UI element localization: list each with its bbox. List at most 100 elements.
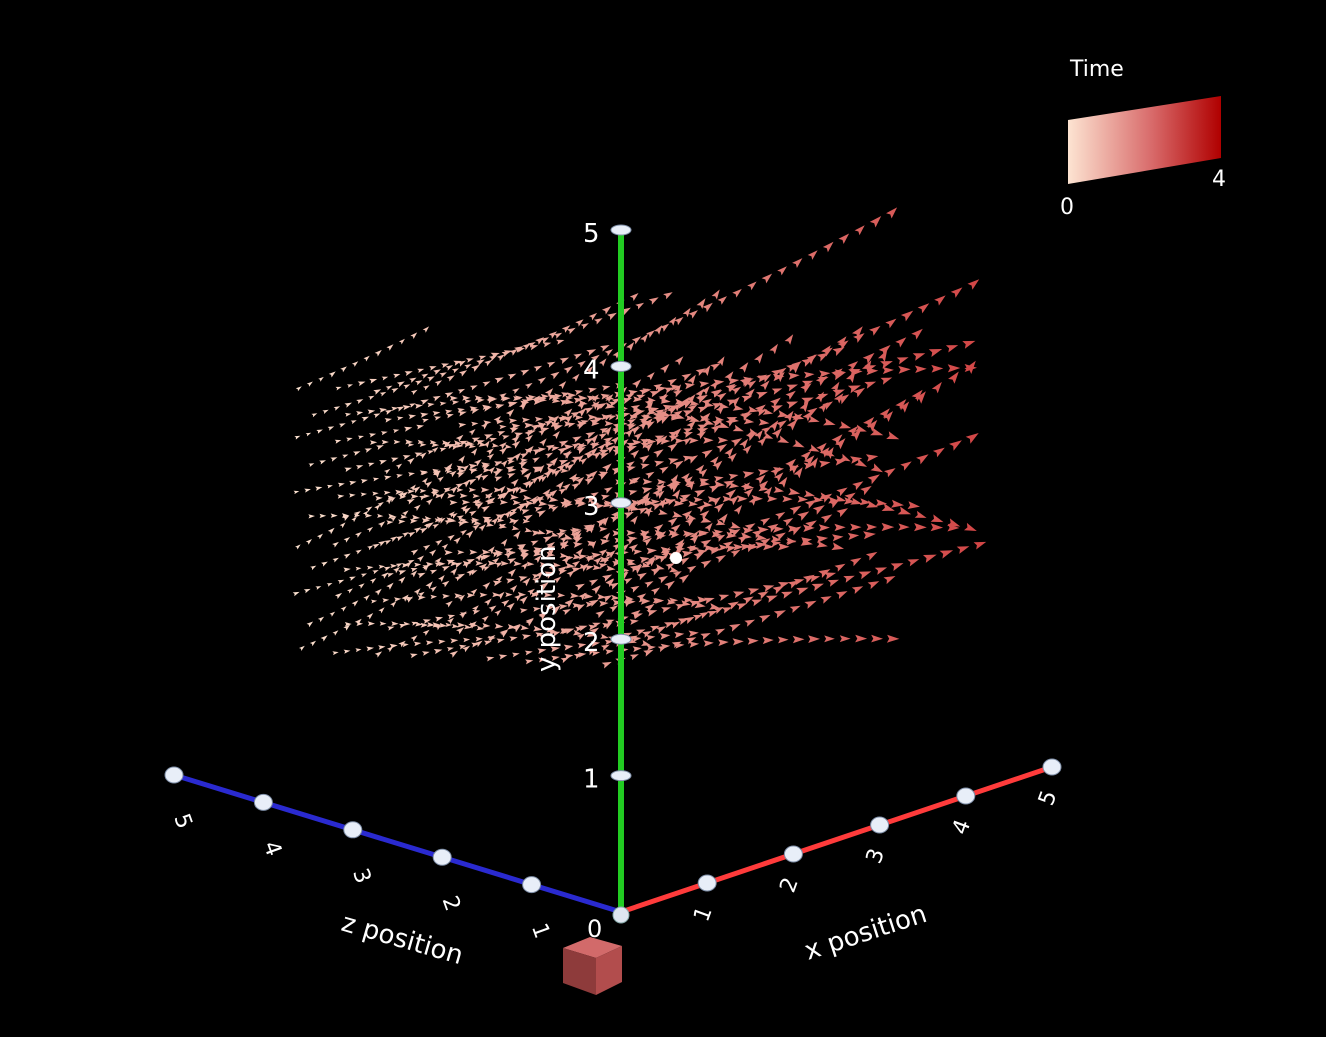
stream-arrow	[550, 506, 559, 513]
stream-arrow	[642, 631, 652, 638]
stream-arrow	[416, 424, 424, 430]
stream-arrow	[716, 392, 727, 401]
stream-arrow	[427, 402, 435, 408]
stream-arrow	[469, 385, 478, 391]
stream-arrow	[722, 541, 734, 550]
y-tick-1: 1	[583, 765, 632, 795]
stream-arrow	[646, 645, 656, 651]
stream-arrow	[737, 535, 748, 544]
stream-arrow	[655, 490, 665, 499]
stream-arrow	[293, 490, 300, 495]
stream-arrow	[538, 611, 548, 620]
stream-arrow	[725, 418, 736, 427]
stream-arrow	[518, 576, 528, 582]
z-tick-4: 4	[253, 793, 286, 860]
stream-arrow	[610, 436, 620, 445]
stream-arrow	[449, 470, 457, 478]
stream-arrow	[650, 587, 660, 596]
stream-arrow	[593, 417, 604, 424]
stream-arrow	[666, 480, 676, 491]
stream-arrow	[667, 517, 678, 527]
stream-arrow	[422, 651, 430, 656]
stream-arrow	[667, 378, 677, 386]
stream-arrow	[535, 570, 544, 579]
stream-arrow	[522, 577, 531, 587]
stream-arrow	[398, 338, 405, 345]
stream-arrow	[776, 420, 787, 429]
stream-arrow	[387, 495, 395, 500]
stream-arrow	[761, 374, 772, 383]
stream-arrow	[430, 586, 437, 593]
cube-widget[interactable]	[563, 937, 622, 995]
stream-arrow	[446, 647, 454, 652]
stream-arrow	[804, 600, 817, 609]
stream-arrow	[669, 566, 679, 573]
stream-arrow	[914, 365, 927, 373]
colorbar: Time 0 4	[1060, 57, 1226, 220]
stream-arrow	[701, 365, 711, 376]
stream-arrow	[356, 411, 364, 416]
stream-arrow	[508, 401, 518, 408]
stream-arrow	[799, 401, 809, 413]
stream-arrow	[414, 452, 423, 458]
stream-arrow	[343, 649, 351, 654]
stream-arrow	[360, 492, 367, 497]
stream-arrow	[425, 640, 434, 646]
stream-arrow	[505, 578, 515, 584]
stream-arrow	[414, 403, 423, 409]
stream-arrow	[816, 352, 829, 362]
stream-arrow	[369, 433, 377, 438]
stream-arrow	[330, 457, 338, 462]
stream-arrow	[874, 567, 888, 575]
stream-arrow	[547, 504, 556, 510]
stream-arrow	[492, 580, 502, 587]
stream-arrow	[728, 482, 740, 489]
stream-arrow	[604, 420, 614, 427]
stream-arrow	[417, 439, 425, 445]
stream-arrow	[444, 392, 454, 398]
stream-arrow	[384, 418, 392, 423]
stream-arrow	[725, 383, 736, 392]
stream-arrow	[837, 394, 850, 405]
stream-arrow	[939, 550, 954, 559]
stream-arrow	[322, 409, 329, 414]
stream-arrow	[369, 578, 377, 584]
stream-arrow	[549, 457, 558, 467]
stream-arrow	[317, 616, 325, 623]
stream-arrow	[604, 402, 616, 409]
stream-arrow	[482, 516, 492, 522]
stream-arrow	[494, 609, 502, 617]
stream-arrow	[772, 585, 785, 595]
stream-arrow	[646, 372, 655, 381]
stream-arrow	[945, 345, 959, 353]
stream-arrow	[623, 511, 634, 519]
stream-arrow	[586, 631, 596, 637]
stream-arrow	[855, 634, 868, 643]
stream-arrow	[576, 501, 587, 508]
stream-arrow	[730, 549, 741, 558]
stream-arrow	[728, 377, 740, 385]
stream-arrow	[355, 648, 362, 653]
stream-arrow	[327, 527, 335, 535]
stream-arrow	[688, 310, 698, 319]
stream-arrow	[507, 459, 515, 465]
stream-arrow	[775, 512, 786, 520]
stream-arrow	[896, 357, 909, 365]
stream-arrow	[629, 293, 639, 301]
stream-arrow	[537, 529, 546, 535]
stream-arrow	[808, 444, 820, 452]
stream-arrow	[564, 398, 575, 405]
stream-arrow	[713, 503, 725, 513]
stream-arrow	[851, 586, 864, 594]
stream-arrow	[484, 518, 493, 526]
stream-arrow	[543, 470, 553, 479]
stream-arrow	[603, 440, 611, 449]
stream-arrow	[585, 474, 595, 480]
stream-arrow	[562, 497, 571, 504]
stream-arrow	[565, 562, 575, 569]
stream-arrow	[578, 554, 588, 560]
stream-arrow	[800, 450, 812, 462]
stream-arrow	[453, 440, 462, 446]
stream-arrow	[481, 549, 491, 555]
